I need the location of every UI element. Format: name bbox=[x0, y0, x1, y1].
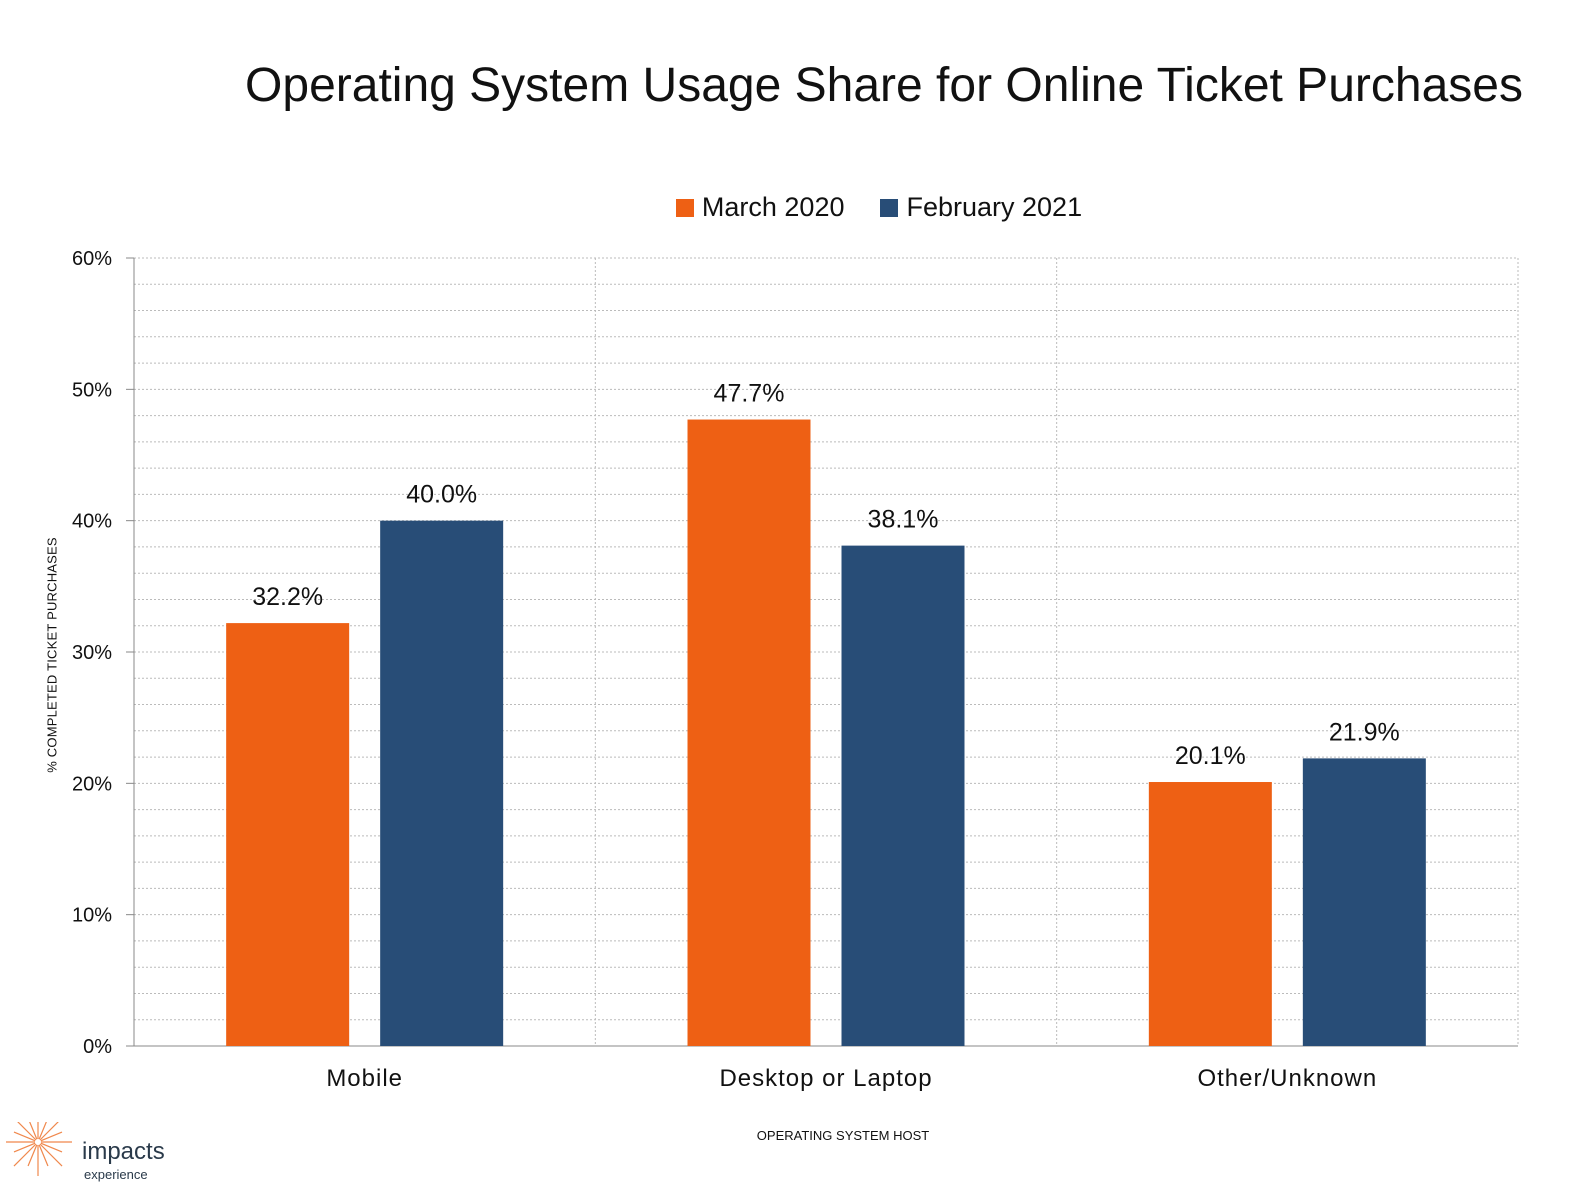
data-label: 20.1% bbox=[1175, 742, 1246, 770]
sunburst-ray bbox=[13, 1142, 36, 1153]
sunburst-ray bbox=[13, 1143, 37, 1167]
legend: March 2020 February 2021 bbox=[0, 192, 1588, 223]
sunburst-ray bbox=[29, 1122, 38, 1140]
y-tick-label: 60% bbox=[72, 248, 112, 270]
sunburst-ray bbox=[39, 1122, 59, 1141]
chart-title: Operating System Usage Share for Online … bbox=[245, 59, 1523, 112]
bar bbox=[1302, 758, 1426, 1046]
sunburst-icon bbox=[6, 1122, 72, 1176]
y-tick-label: 0% bbox=[83, 1036, 112, 1058]
bar bbox=[380, 520, 504, 1046]
legend-item-february-2021: February 2021 bbox=[880, 192, 1082, 223]
y-tick-label: 20% bbox=[72, 773, 112, 795]
bar bbox=[226, 623, 350, 1046]
legend-label-february-2021: February 2021 bbox=[906, 192, 1083, 222]
x-category-label: Other/Unknown bbox=[1197, 1065, 1377, 1092]
y-tick-label: 40% bbox=[72, 511, 112, 533]
bar bbox=[687, 419, 811, 1046]
legend-swatch-february-2021 bbox=[880, 198, 899, 217]
sunburst-ray bbox=[40, 1131, 63, 1142]
data-label: 47.7% bbox=[714, 380, 785, 408]
sunburst-ray bbox=[17, 1122, 37, 1141]
y-tick-label: 50% bbox=[72, 379, 112, 401]
legend-item-march-2020: March 2020 bbox=[675, 192, 845, 223]
y-tick-label: 30% bbox=[72, 642, 112, 664]
data-label: 21.9% bbox=[1329, 718, 1400, 746]
y-axis-title: % COMPLETED TICKET PURCHASES bbox=[44, 537, 60, 773]
sunburst-ray bbox=[38, 1122, 47, 1140]
bar bbox=[841, 545, 965, 1046]
x-axis-title: OPERATING SYSTEM HOST bbox=[756, 1128, 930, 1143]
logo-name: impacts bbox=[82, 1138, 165, 1165]
x-category-label: Mobile bbox=[326, 1065, 403, 1092]
sunburst-ray bbox=[40, 1142, 63, 1153]
logo-subtitle: experience bbox=[84, 1167, 148, 1182]
data-label: 38.1% bbox=[868, 506, 939, 534]
sunburst-ray bbox=[27, 1144, 38, 1167]
x-category-label: Desktop or Laptop bbox=[719, 1065, 932, 1092]
legend-label-march-2020: March 2020 bbox=[701, 192, 845, 222]
sunburst-ray bbox=[39, 1143, 63, 1167]
sunburst-ray bbox=[13, 1131, 36, 1142]
legend-swatch-march-2020 bbox=[675, 198, 694, 217]
data-label: 32.2% bbox=[252, 583, 323, 611]
data-label: 40.0% bbox=[406, 481, 477, 509]
sunburst-ray bbox=[38, 1144, 49, 1167]
y-tick-label: 10% bbox=[72, 905, 112, 927]
bar bbox=[1148, 782, 1272, 1046]
